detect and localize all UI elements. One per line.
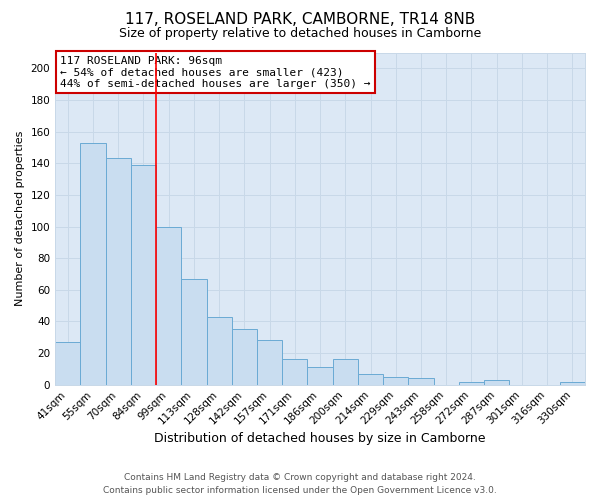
Bar xyxy=(358,374,383,384)
Bar xyxy=(181,278,206,384)
Bar xyxy=(383,377,409,384)
Bar xyxy=(80,142,106,384)
Text: Contains HM Land Registry data © Crown copyright and database right 2024.
Contai: Contains HM Land Registry data © Crown c… xyxy=(103,473,497,495)
Bar xyxy=(106,158,131,384)
Text: 117, ROSELAND PARK, CAMBORNE, TR14 8NB: 117, ROSELAND PARK, CAMBORNE, TR14 8NB xyxy=(125,12,475,28)
Bar xyxy=(409,378,434,384)
Bar xyxy=(55,342,80,384)
Text: 117 ROSELAND PARK: 96sqm
← 54% of detached houses are smaller (423)
44% of semi-: 117 ROSELAND PARK: 96sqm ← 54% of detach… xyxy=(61,56,371,89)
Y-axis label: Number of detached properties: Number of detached properties xyxy=(15,131,25,306)
Bar xyxy=(257,340,282,384)
Bar xyxy=(156,226,181,384)
Bar xyxy=(307,368,332,384)
X-axis label: Distribution of detached houses by size in Camborne: Distribution of detached houses by size … xyxy=(154,432,486,445)
Bar xyxy=(484,380,509,384)
Bar xyxy=(232,330,257,384)
Bar xyxy=(560,382,585,384)
Bar xyxy=(131,165,156,384)
Bar xyxy=(332,360,358,384)
Bar xyxy=(206,316,232,384)
Text: Size of property relative to detached houses in Camborne: Size of property relative to detached ho… xyxy=(119,28,481,40)
Bar xyxy=(282,360,307,384)
Bar xyxy=(459,382,484,384)
